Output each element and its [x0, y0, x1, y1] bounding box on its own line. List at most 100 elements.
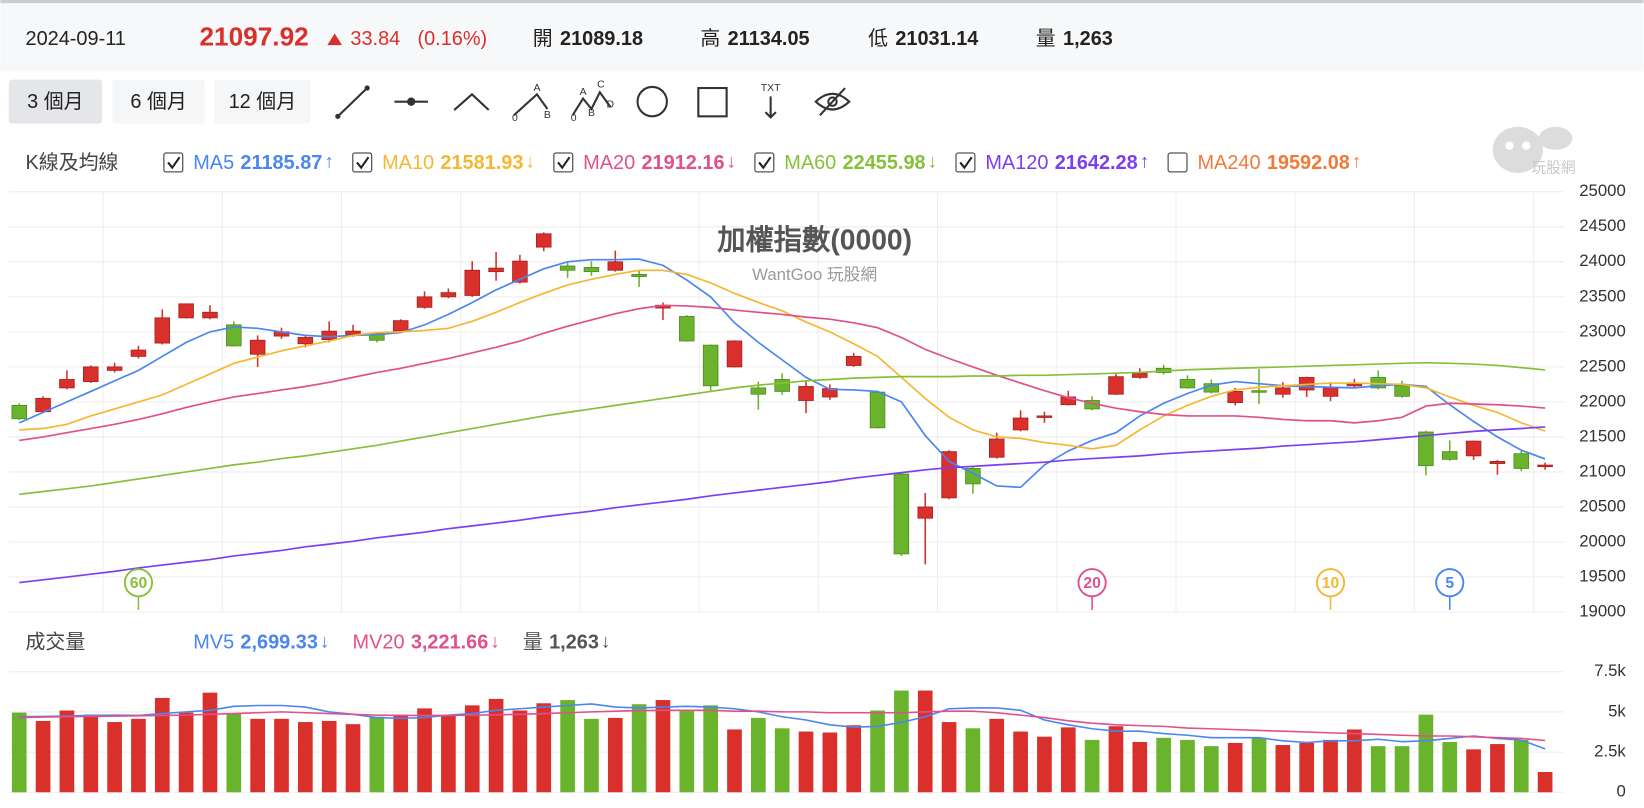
- candle-body: [154, 317, 171, 344]
- legend-checkbox[interactable]: [754, 152, 775, 173]
- range-button[interactable]: [112, 79, 205, 124]
- candle-body: [941, 451, 957, 499]
- y-tick-label: 21000: [1579, 461, 1626, 480]
- volume-bar: [1180, 739, 1195, 793]
- candle-body: [1036, 415, 1053, 418]
- range-button-label[interactable]: 12 個月: [229, 90, 297, 113]
- volume-bar: [1323, 739, 1338, 793]
- volume-value: 1,263: [1063, 28, 1113, 50]
- legend-value: 3,221.66: [411, 632, 489, 654]
- low-label: 低: [868, 27, 888, 50]
- y-tick-label: 2.5k: [1594, 742, 1626, 761]
- candle-body: [488, 267, 504, 273]
- ma-line: [19, 426, 1546, 584]
- legend-value: 1,263: [549, 632, 599, 654]
- checkmark: [356, 156, 370, 170]
- legend-title: K線及均線: [26, 151, 119, 174]
- candle-body: [702, 344, 719, 387]
- tool-glyph: B: [544, 110, 551, 121]
- marker-circle: [1315, 568, 1346, 598]
- volume-bar: [631, 704, 647, 793]
- candle-body: [178, 303, 194, 319]
- volume-bar: [846, 725, 862, 793]
- volume-bar: [774, 728, 790, 793]
- legend-value: 21185.87: [240, 152, 322, 174]
- candle-body: [321, 330, 337, 340]
- y-tick-label: 24500: [1579, 216, 1626, 235]
- candle-body: [845, 355, 862, 366]
- ma-line: [19, 361, 1546, 496]
- candle-body: [464, 269, 480, 296]
- wave-tool[interactable]: [571, 90, 612, 116]
- range-button-label[interactable]: 3 個月: [27, 90, 83, 113]
- candle-body: [416, 296, 433, 308]
- candle-body: [130, 349, 147, 357]
- y-tick-label: 24000: [1579, 251, 1626, 270]
- legend-checkbox[interactable]: [553, 152, 574, 173]
- open-label: 開: [533, 28, 553, 50]
- marker-label: 60: [130, 575, 148, 592]
- y-tick-label: 5k: [1608, 701, 1626, 720]
- legend-checkbox[interactable]: [955, 152, 976, 173]
- candle-body: [893, 473, 910, 555]
- range-button-label[interactable]: 6 個月: [130, 90, 186, 113]
- candle-body: [83, 366, 99, 383]
- volume-bar: [393, 714, 409, 793]
- legend-checkbox[interactable]: [352, 152, 373, 173]
- legend-value: 21912.16: [641, 152, 724, 174]
- text-tool[interactable]: [764, 96, 777, 119]
- legend-checkbox[interactable]: [1167, 152, 1188, 173]
- angle-tool[interactable]: [453, 92, 490, 111]
- candle-body: [917, 506, 933, 519]
- volume-bar: [1156, 737, 1171, 793]
- hide-tool[interactable]: [814, 87, 851, 116]
- horizontal-line-tool[interactable]: [394, 97, 428, 106]
- range-button[interactable]: [214, 79, 311, 124]
- tool-glyph: 0: [571, 113, 577, 124]
- legend-checkbox[interactable]: [163, 152, 184, 173]
- volume-bar: [1466, 749, 1481, 793]
- volume-bar: [1299, 742, 1315, 793]
- line-tool[interactable]: [335, 85, 370, 119]
- y-tick-label: 7.5k: [1594, 661, 1626, 680]
- tool-glyph: C: [597, 80, 605, 91]
- legend-name: MA5: [193, 152, 234, 174]
- y-tick-label: 22000: [1579, 391, 1626, 410]
- candle-body: [1489, 461, 1506, 464]
- volume-bar: [917, 690, 933, 793]
- circle-tool[interactable]: [636, 85, 668, 118]
- volume-label: 量: [1036, 28, 1056, 50]
- candle-body: [869, 391, 886, 429]
- rect-tool[interactable]: [697, 86, 728, 118]
- volume-bar: [1227, 742, 1243, 793]
- chart-title: 加權指數(0000): [717, 224, 912, 256]
- marker-circle: [1077, 568, 1107, 598]
- header-background: [0, 0, 1644, 72]
- volume-bar: [560, 700, 575, 793]
- marker-label: 10: [1322, 575, 1340, 592]
- tool-glyph: B: [588, 108, 595, 119]
- candle-body: [1227, 390, 1243, 404]
- range-button[interactable]: [8, 79, 103, 124]
- legend-name: MA20: [583, 152, 635, 174]
- watermark-text: 玩股網: [1532, 160, 1576, 177]
- marker-label: 20: [1083, 575, 1101, 592]
- legend-name: MA120: [985, 152, 1048, 174]
- y-tick-label: 25000: [1579, 181, 1626, 200]
- volume-bar: [1251, 737, 1267, 793]
- candle-body: [1275, 387, 1291, 395]
- candle-body: [679, 316, 695, 342]
- candle-body: [1441, 451, 1458, 460]
- volume-bar: [226, 713, 242, 793]
- volume-bar: [59, 710, 75, 793]
- legend-arrow: ↓: [601, 630, 610, 651]
- legend-value: 22455.98: [843, 152, 926, 174]
- abc-tool[interactable]: [513, 92, 549, 117]
- marker-label: 5: [1445, 575, 1454, 592]
- volume-bar: [1490, 744, 1505, 793]
- legend-arrow: ↓: [727, 150, 736, 171]
- y-tick-label: 20500: [1579, 496, 1626, 515]
- legend-value: 21642.28: [1055, 152, 1138, 174]
